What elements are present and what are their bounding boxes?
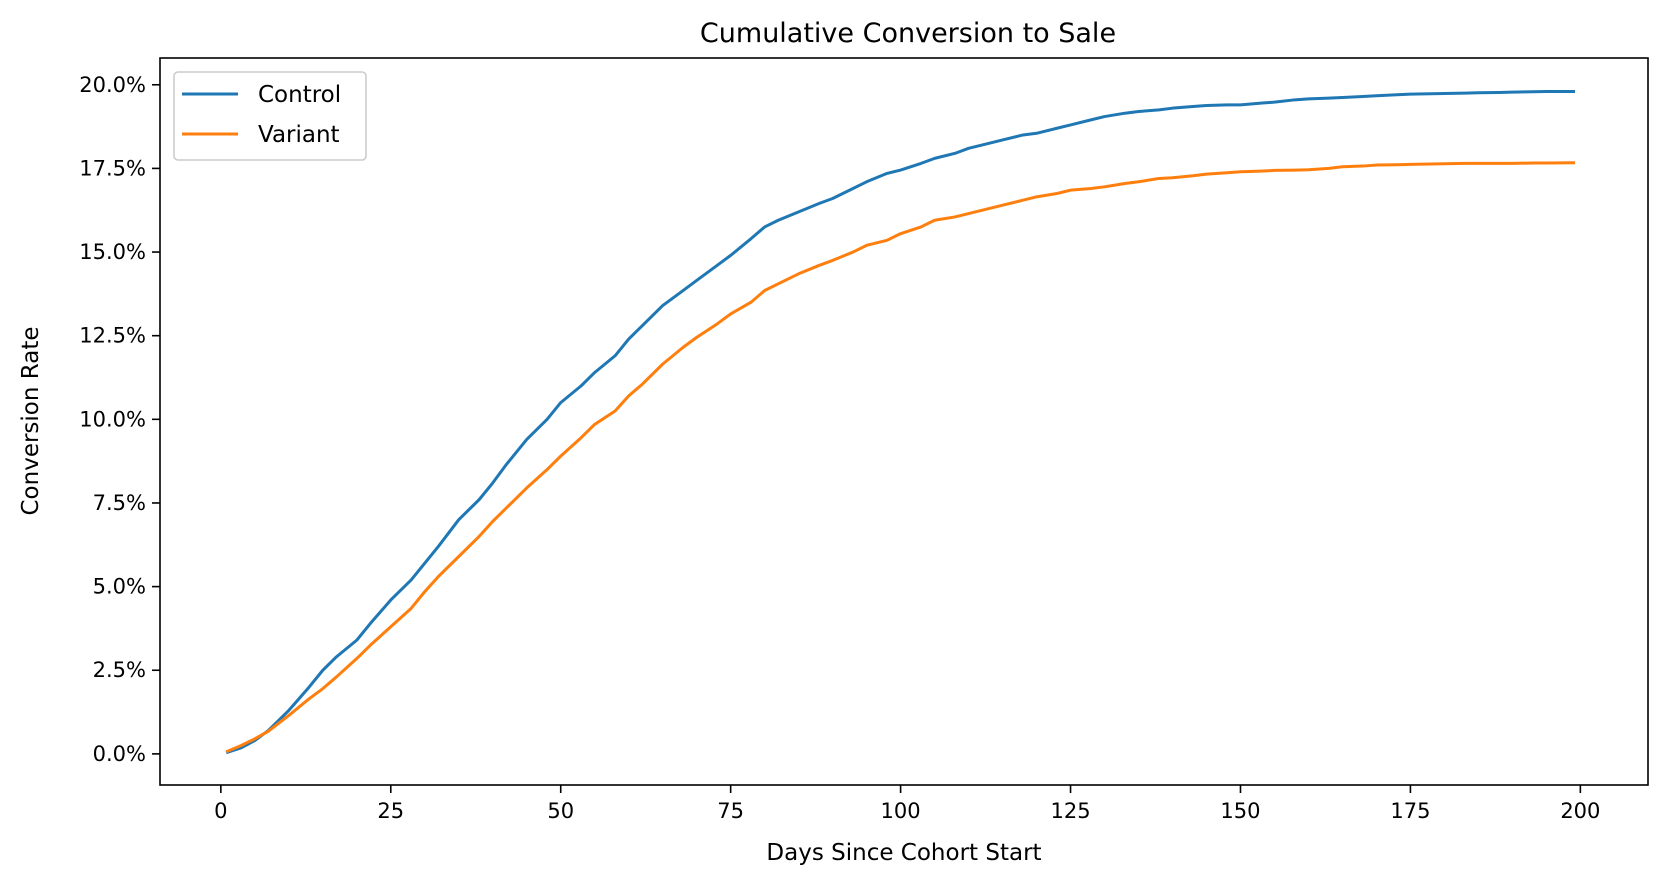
x-tick-label: 75 <box>717 799 744 823</box>
x-axis-label: Days Since Cohort Start <box>766 840 1041 866</box>
y-tick-label: 17.5% <box>79 156 146 180</box>
y-tick-label: 2.5% <box>93 658 146 682</box>
legend-label-control: Control <box>258 82 341 108</box>
y-tick-label: 20.0% <box>79 73 146 97</box>
legend: Control Variant <box>173 71 367 161</box>
x-tick-label: 200 <box>1560 799 1600 823</box>
x-axis: 0 25 50 75 100 125 150 175 200 <box>214 785 1600 823</box>
x-tick-label: 0 <box>214 799 227 823</box>
y-axis: 0.0% 2.5% 5.0% 7.5% 10.0% 12.5% 15.0% 17.5% 20.0… <box>79 73 160 766</box>
chart-title: Cumulative Conversion to Sale <box>700 18 1116 49</box>
y-tick-label: 5.0% <box>93 575 146 599</box>
plot-area <box>159 57 1649 786</box>
plot-frame <box>160 58 1648 785</box>
y-axis-label: Conversion Rate <box>18 327 44 516</box>
x-tick-label: 50 <box>547 799 574 823</box>
series-line-control <box>225 89 1576 755</box>
x-tick-label: 125 <box>1050 799 1090 823</box>
y-tick-label: 7.5% <box>93 491 146 515</box>
x-tick-label: 175 <box>1390 799 1430 823</box>
series-layer <box>225 89 1576 755</box>
y-tick-label: 15.0% <box>79 240 146 264</box>
x-tick-label: 100 <box>881 799 921 823</box>
y-tick-label: 10.0% <box>79 407 146 431</box>
legend-label-variant: Variant <box>258 122 340 148</box>
series-line-variant <box>225 161 1576 754</box>
x-tick-label: 25 <box>377 799 404 823</box>
plot-border <box>159 57 1649 786</box>
y-tick-label: 0.0% <box>93 742 146 766</box>
y-tick-label: 12.5% <box>79 324 146 348</box>
x-tick-label: 150 <box>1220 799 1260 823</box>
